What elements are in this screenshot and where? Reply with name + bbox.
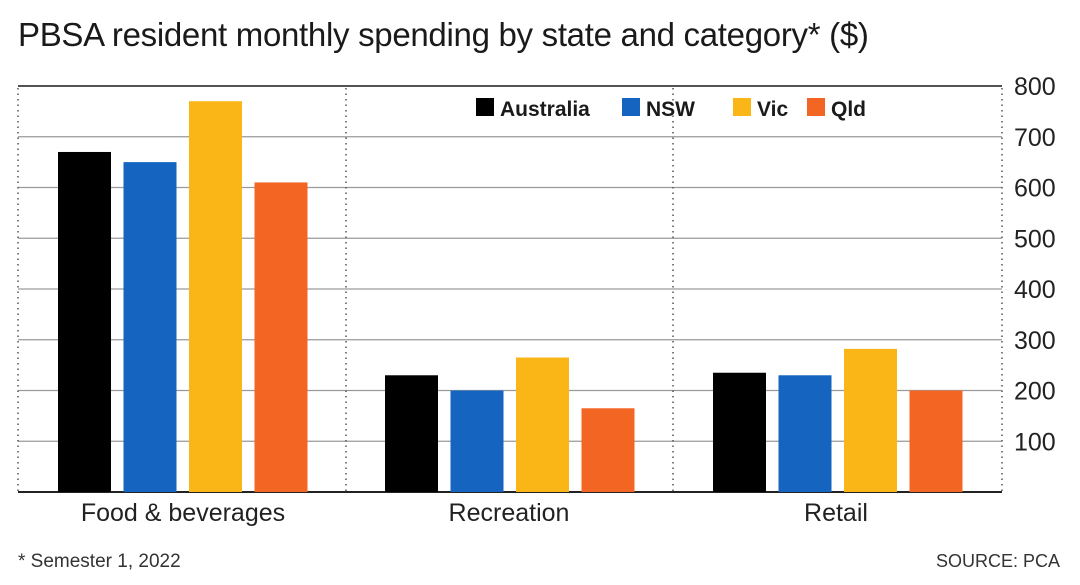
chart-title: PBSA resident monthly spending by state …	[18, 16, 869, 53]
bar-qld-retail	[909, 390, 963, 492]
bar-nsw-food-beverages	[123, 162, 177, 492]
legend-swatch	[733, 98, 751, 116]
legend-swatch	[622, 98, 640, 116]
y-tick-300: 300	[1014, 327, 1056, 355]
bar-vic-recreation	[516, 357, 569, 492]
footnote: * Semester 1, 2022	[18, 551, 181, 572]
x-category-label: Retail	[804, 499, 868, 527]
legend-item-nsw: NSW	[622, 98, 695, 121]
legend-item-vic: Vic	[733, 98, 788, 121]
y-tick-100: 100	[1014, 428, 1056, 456]
source-note: SOURCE: PCA	[935, 551, 1060, 571]
y-tick-400: 400	[1014, 276, 1056, 304]
y-tick-600: 600	[1014, 175, 1056, 203]
x-category-label: Food & beverages	[81, 499, 285, 527]
legend-label: Qld	[831, 98, 866, 121]
x-category-label: Recreation	[449, 499, 570, 527]
bars	[58, 101, 963, 493]
y-tick-800: 800	[1014, 73, 1056, 101]
legend-swatch	[476, 98, 494, 116]
bar-australia-retail	[713, 372, 766, 492]
bar-qld-recreation	[581, 408, 635, 492]
grid-lines	[17, 85, 1003, 493]
bar-qld-food-beverages	[254, 182, 308, 493]
bar-vic-food-beverages	[189, 101, 242, 492]
y-tick-200: 200	[1014, 378, 1056, 406]
legend-item-australia: Australia	[476, 98, 590, 121]
legend-swatch	[807, 98, 825, 116]
bar-australia-food-beverages	[58, 151, 111, 492]
legend-label: NSW	[646, 98, 695, 121]
bar-nsw-recreation	[450, 390, 504, 492]
y-tick-700: 700	[1014, 124, 1056, 152]
bar-vic-retail	[844, 348, 897, 492]
bar-australia-recreation	[385, 375, 438, 492]
y-axis: 100 200 300 400 500 600 700 800	[1014, 73, 1056, 456]
category-labels: Food & beverages Recreation Retail	[81, 499, 868, 527]
legend-label: Australia	[500, 98, 590, 121]
legend-label: Vic	[757, 98, 788, 121]
bar-nsw-retail	[778, 375, 832, 492]
y-tick-500: 500	[1014, 225, 1056, 253]
legend: Australia NSW Vic Qld	[476, 98, 866, 121]
legend-item-qld: Qld	[807, 98, 866, 121]
